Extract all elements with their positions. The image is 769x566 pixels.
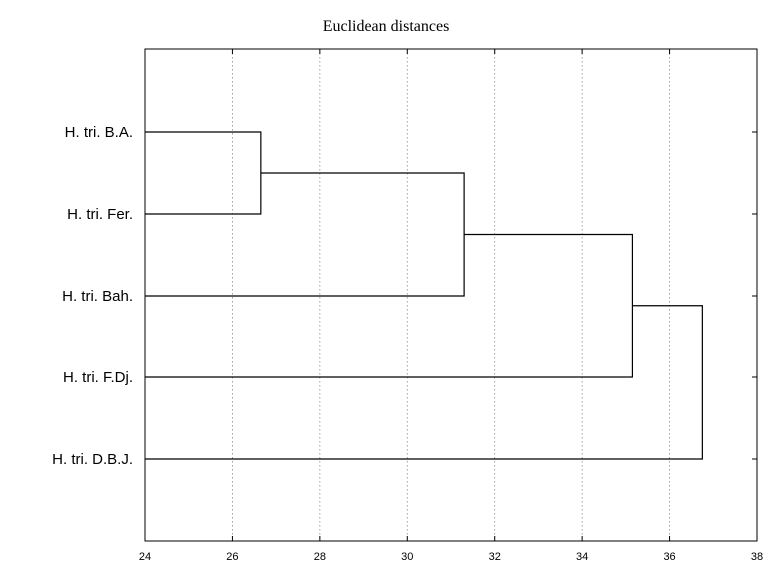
x-tick-label: 26 [226, 551, 238, 563]
dendrogram-link [145, 305, 703, 460]
x-tick-label: 36 [663, 551, 675, 563]
dendrogram-link [145, 233, 634, 378]
leaf-label: H. tri. B.A. [65, 124, 133, 141]
chart-title: Euclidean distances [323, 18, 450, 35]
leaf-label: H. tri. D.B.J. [52, 451, 133, 468]
leaf-labels: H. tri. B.A. H. tri. Fer. H. tri. Bah. H. t… [52, 124, 133, 468]
x-tick-label: 30 [401, 551, 413, 563]
x-tick-label: 38 [751, 551, 763, 563]
gridlines [232, 49, 670, 541]
leaf-label: H. tri. F.Dj. [63, 369, 133, 386]
dendrogram-link [145, 131, 262, 215]
dendrogram-links [145, 131, 703, 460]
x-tick-label: 32 [489, 551, 501, 563]
leaf-label: H. tri. Fer. [67, 206, 133, 223]
x-tick-label: 24 [139, 551, 151, 563]
x-tick-label: 28 [314, 551, 326, 563]
x-tick-label: 34 [576, 551, 588, 563]
dendrogram-link [145, 172, 465, 297]
plot-frame [144, 48, 758, 542]
leaf-label: H. tri. Bah. [62, 288, 133, 305]
x-axis-ticks: 24 26 28 30 32 34 36 38 [139, 49, 763, 563]
